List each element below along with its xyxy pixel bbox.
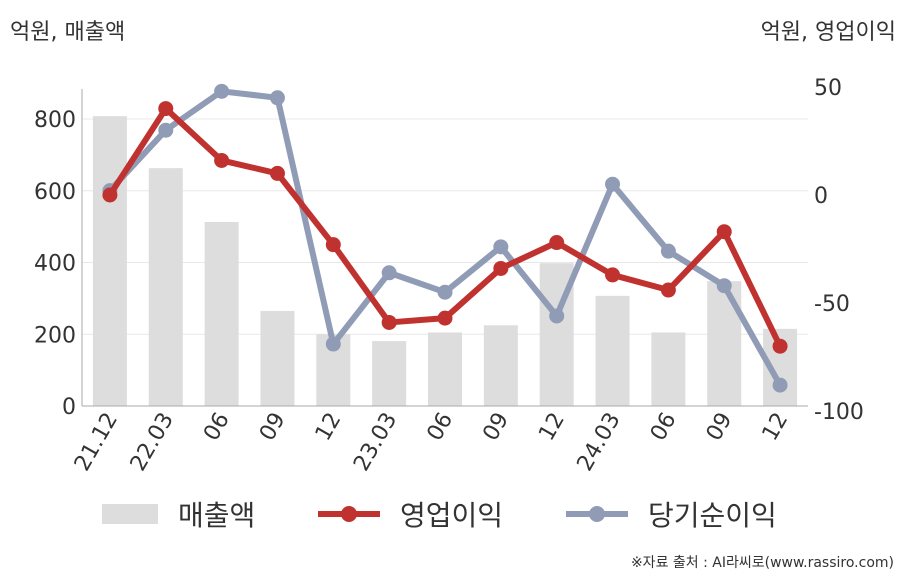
x-tick-label: 12 xyxy=(311,409,347,446)
net-profit-point xyxy=(493,239,509,255)
revenue-bar xyxy=(483,325,518,406)
x-tick-label: 12 xyxy=(534,409,570,446)
operating-profit-point xyxy=(214,152,230,168)
grid-layer xyxy=(82,118,808,335)
revenue-bar xyxy=(204,221,239,406)
revenue-bar xyxy=(148,168,183,406)
net-profit-point xyxy=(605,176,621,192)
net-profit-point xyxy=(381,265,397,281)
net-profit-point xyxy=(660,243,676,259)
left-tick-label: 0 xyxy=(62,395,76,420)
revenue-bar xyxy=(651,332,686,406)
x-tick-label: 21.12 xyxy=(70,409,123,476)
x-tick-label: 24.03 xyxy=(573,409,626,476)
legend-label-operating-profit: 영업이익 xyxy=(400,499,504,532)
x-tick-label: 12 xyxy=(758,409,794,446)
operating-profit-point xyxy=(325,237,341,253)
x-tick-label: 09 xyxy=(255,409,291,446)
revenue-bar xyxy=(92,116,127,406)
left-tick-label: 200 xyxy=(34,323,76,348)
operating-profit-point xyxy=(716,224,732,240)
operating-profit-swatch xyxy=(318,506,380,522)
profit-lines xyxy=(102,83,788,393)
x-tick-label: 06 xyxy=(423,409,459,446)
net-profit-point xyxy=(158,122,174,138)
operating-profit-point xyxy=(102,187,118,203)
right-tick-label: 50 xyxy=(814,76,842,101)
left-axis-unit: 억원, 매출액 xyxy=(10,20,126,45)
operating-profit-point xyxy=(549,235,565,251)
operating-profit-point xyxy=(605,267,621,283)
legend-label-revenue: 매출액 xyxy=(178,499,256,532)
revenue-bar xyxy=(372,341,407,406)
operating-profit-point xyxy=(493,260,509,276)
net-profit-point xyxy=(716,278,732,294)
x-tick-label: 09 xyxy=(478,409,514,446)
left-tick-label: 600 xyxy=(34,180,76,205)
revenue-swatch xyxy=(102,504,158,524)
operating-profit-point xyxy=(381,314,397,330)
revenue-bar xyxy=(260,310,295,406)
legend-item-net-profit[interactable]: 당기순이익 xyxy=(566,490,777,538)
x-tick-label: 06 xyxy=(199,409,235,446)
operating-profit-point xyxy=(772,338,788,354)
x-tick-label: 23.03 xyxy=(349,409,402,476)
net-profit-point xyxy=(772,377,788,393)
net-profit-point xyxy=(549,308,565,324)
legend: 매출액 영업이익 당기순이익 xyxy=(0,490,908,538)
net-profit-point xyxy=(325,336,341,352)
revenue-bar xyxy=(595,295,630,406)
right-tick-label: -100 xyxy=(814,400,864,425)
left-tick-label: 400 xyxy=(34,252,76,277)
net-profit-point xyxy=(437,284,453,300)
axes xyxy=(81,89,808,407)
right-tick-label: -50 xyxy=(814,292,850,317)
legend-item-revenue[interactable]: 매출액 xyxy=(102,490,255,538)
source-note: ※자료 출처 : AI라씨로(www.rassiro.com) xyxy=(630,555,894,571)
net-profit-point xyxy=(269,90,285,106)
revenue-bar xyxy=(428,332,462,406)
operating-profit-point xyxy=(269,165,285,181)
operating-profit-point xyxy=(158,101,174,117)
right-axis-unit: 억원, 영업이익 xyxy=(760,20,896,45)
operating-profit-point xyxy=(660,282,676,298)
operating-profit-point xyxy=(437,310,453,326)
net-profit-point xyxy=(214,83,230,99)
legend-item-operating-profit[interactable]: 영업이익 xyxy=(318,490,503,538)
revenue-bars xyxy=(92,116,798,406)
revenue-bar xyxy=(707,281,742,406)
legend-label-net-profit: 당기순이익 xyxy=(648,499,777,532)
left-tick-label: 800 xyxy=(34,108,76,133)
x-tick-label: 09 xyxy=(702,409,738,446)
right-tick-label: 0 xyxy=(814,184,828,209)
x-tick-label: 06 xyxy=(646,409,682,446)
x-tick-label: 22.03 xyxy=(126,409,179,476)
net-profit-swatch xyxy=(566,506,628,522)
